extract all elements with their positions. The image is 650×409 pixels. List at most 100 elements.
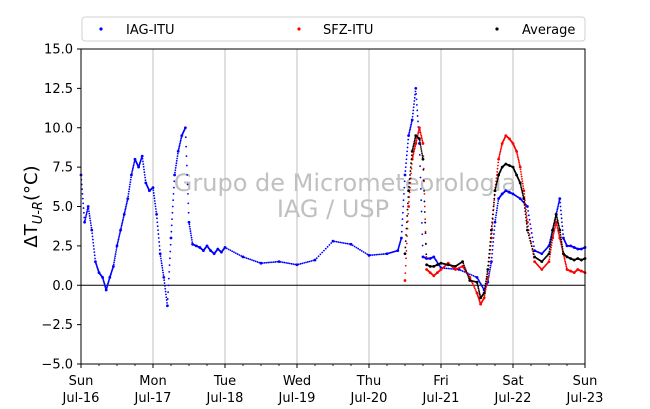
data-point-fill	[559, 201, 562, 204]
data-point-fill	[91, 238, 94, 241]
data-point-fill	[483, 294, 486, 297]
data-point-fill	[303, 261, 306, 264]
data-point-fill	[496, 170, 499, 173]
data-point-fill	[485, 275, 488, 278]
data-point-fill	[301, 262, 304, 265]
data-point-fill	[88, 210, 90, 213]
data-point-fill	[88, 215, 91, 217]
data-point-fill	[85, 215, 87, 217]
data-point-fill	[81, 197, 84, 200]
data-point-fill	[419, 165, 422, 168]
data-point-fill	[89, 217, 91, 220]
data-point	[407, 189, 410, 193]
data-point-fill	[495, 181, 498, 184]
data-point-fill	[521, 193, 524, 195]
data-point-fill	[179, 142, 181, 145]
data-point-fill	[490, 256, 493, 259]
data-point-fill	[484, 282, 487, 285]
data-point-fill	[402, 205, 405, 208]
watermark: Grupo de Micrometeorologia IAG / USP	[174, 169, 516, 223]
data-point-fill	[113, 257, 116, 260]
data-point-fill	[120, 224, 123, 227]
data-point-fill	[130, 172, 133, 175]
data-point	[126, 197, 130, 201]
y-axis-title: ΔTU-R(°C)	[21, 165, 46, 247]
data-point-fill	[229, 249, 232, 252]
data-point	[414, 86, 418, 90]
data-point	[403, 173, 407, 177]
data-point-fill	[463, 270, 466, 273]
data-point-fill	[557, 205, 559, 208]
data-point-fill	[419, 130, 422, 132]
data-point-fill	[489, 244, 491, 247]
data-point-fill	[407, 138, 410, 141]
data-point-fill	[132, 166, 135, 169]
data-point-fill	[553, 227, 556, 230]
data-point-fill	[115, 251, 117, 253]
data-point-fill	[421, 137, 423, 140]
data-point	[554, 220, 558, 224]
data-point-fill	[419, 146, 422, 148]
data-point-fill	[548, 248, 551, 250]
data-point-fill	[549, 243, 552, 246]
data-point-fill	[425, 253, 428, 256]
data-point-fill	[124, 208, 127, 211]
data-point-fill	[84, 216, 87, 219]
data-point-fill	[492, 241, 495, 243]
data-point-fill	[90, 224, 92, 227]
data-point-fill	[125, 205, 127, 208]
data-point-fill	[117, 237, 120, 239]
data-point-fill	[412, 112, 414, 115]
data-point	[155, 212, 159, 216]
data-point-fill	[156, 225, 159, 228]
x-tick-day-label: Wed	[283, 374, 311, 389]
data-point-fill	[400, 230, 403, 233]
data-point-fill	[245, 257, 248, 260]
series-sfz-itu	[403, 126, 587, 306]
data-point	[410, 149, 414, 153]
data-point-fill	[487, 260, 490, 263]
data-point	[554, 212, 558, 216]
data-point-fill	[125, 202, 128, 205]
data-point-fill	[256, 261, 259, 263]
data-point	[526, 228, 529, 232]
data-point-fill	[406, 208, 409, 211]
x-axis: Sun Jul-16 Mon Jul-17 Tue Jul-18 Wed Jul-19 Thu J…	[62, 364, 603, 406]
data-point-fill	[556, 208, 559, 211]
data-point-fill	[401, 211, 404, 214]
data-point-fill	[132, 164, 135, 167]
data-point-fill	[243, 256, 246, 259]
data-point-fill	[561, 221, 563, 224]
data-point-fill	[82, 207, 85, 209]
data-point-fill	[423, 193, 426, 195]
data-points	[79, 86, 587, 308]
data-point-fill	[420, 150, 423, 152]
data-point-fill	[272, 261, 275, 263]
legend: IAG-ITU SFZ-ITU Average	[81, 16, 586, 42]
data-point-fill	[531, 236, 534, 239]
data-point-fill	[496, 207, 499, 209]
data-point-fill	[561, 243, 563, 246]
data-point-fill	[489, 266, 492, 269]
grid-layer	[152, 49, 514, 364]
data-point-fill	[529, 239, 532, 242]
data-point-fill	[133, 163, 135, 165]
data-point-fill	[476, 284, 479, 287]
data-point-fill	[463, 264, 465, 267]
data-point-fill	[310, 260, 313, 262]
data-point-fill	[556, 224, 558, 227]
data-point	[421, 157, 425, 161]
legend-marker	[99, 27, 103, 31]
data-point-fill	[409, 174, 411, 176]
data-point-fill	[415, 137, 418, 140]
data-point-fill	[419, 141, 422, 144]
data-point-fill	[82, 202, 85, 205]
data-point-fill	[169, 250, 172, 253]
data-point-fill	[81, 188, 83, 191]
data-point-fill	[416, 115, 419, 117]
data-point-fill	[562, 233, 564, 235]
data-point-fill	[410, 122, 413, 124]
data-point-fill	[420, 199, 423, 202]
data-point	[241, 255, 245, 259]
